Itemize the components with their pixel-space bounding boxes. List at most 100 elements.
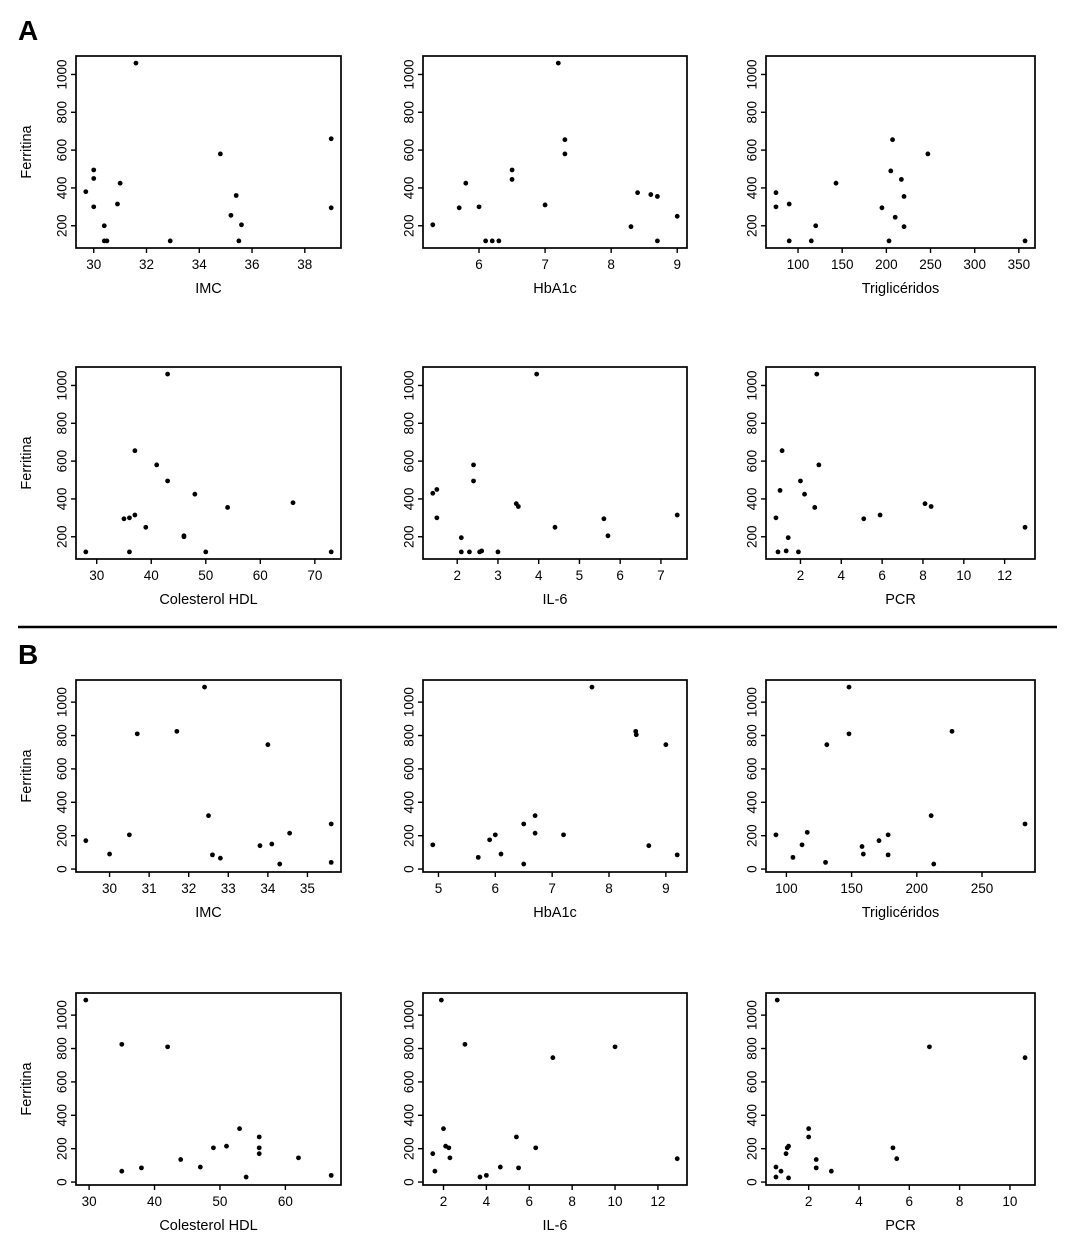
svg-text:34: 34 <box>260 881 276 896</box>
svg-text:200: 200 <box>55 525 70 548</box>
svg-text:Triglicéridos: Triglicéridos <box>862 281 940 297</box>
svg-text:0: 0 <box>402 865 417 873</box>
svg-text:0: 0 <box>402 1178 417 1186</box>
svg-text:HbA1c: HbA1c <box>533 281 577 297</box>
svg-text:400: 400 <box>745 1104 760 1127</box>
svg-text:400: 400 <box>745 488 760 511</box>
svg-text:2: 2 <box>453 568 461 583</box>
svg-text:800: 800 <box>402 724 417 747</box>
svg-text:10: 10 <box>956 568 971 583</box>
svg-text:8: 8 <box>956 1194 964 1209</box>
svg-text:200: 200 <box>875 257 898 272</box>
svg-text:60: 60 <box>253 568 268 583</box>
svg-text:6: 6 <box>475 257 483 272</box>
svg-text:IMC: IMC <box>195 905 222 921</box>
svg-text:800: 800 <box>55 1037 70 1060</box>
svg-text:200: 200 <box>745 525 760 548</box>
svg-text:1000: 1000 <box>745 1000 760 1030</box>
svg-text:600: 600 <box>55 450 70 473</box>
svg-text:1000: 1000 <box>402 59 417 89</box>
svg-text:200: 200 <box>55 214 70 237</box>
svg-text:IMC: IMC <box>195 281 222 297</box>
svg-text:10: 10 <box>608 1194 623 1209</box>
svg-text:IL-6: IL-6 <box>543 1218 568 1234</box>
svg-text:8: 8 <box>568 1194 576 1209</box>
svg-text:800: 800 <box>745 101 760 124</box>
svg-text:5: 5 <box>435 881 443 896</box>
svg-text:2: 2 <box>805 1194 813 1209</box>
svg-text:6: 6 <box>616 568 624 583</box>
svg-text:31: 31 <box>142 881 157 896</box>
svg-text:1000: 1000 <box>745 370 760 400</box>
svg-text:35: 35 <box>300 881 315 896</box>
svg-text:250: 250 <box>919 257 942 272</box>
svg-text:40: 40 <box>147 1194 162 1209</box>
svg-text:100: 100 <box>787 257 810 272</box>
svg-text:10: 10 <box>1002 1194 1017 1209</box>
svg-text:400: 400 <box>402 1104 417 1127</box>
svg-text:200: 200 <box>745 824 760 847</box>
svg-text:6: 6 <box>526 1194 534 1209</box>
svg-text:PCR: PCR <box>885 592 916 608</box>
svg-text:8: 8 <box>605 881 613 896</box>
svg-text:600: 600 <box>402 758 417 781</box>
svg-text:600: 600 <box>745 758 760 781</box>
svg-text:200: 200 <box>55 1137 70 1160</box>
svg-text:600: 600 <box>402 139 417 162</box>
svg-text:7: 7 <box>657 568 665 583</box>
svg-text:800: 800 <box>745 412 760 435</box>
svg-text:Ferritina: Ferritina <box>19 1061 35 1115</box>
svg-text:400: 400 <box>402 791 417 814</box>
svg-text:400: 400 <box>55 488 70 511</box>
svg-text:4: 4 <box>838 568 846 583</box>
svg-text:4: 4 <box>535 568 543 583</box>
svg-text:30: 30 <box>86 257 101 272</box>
svg-text:70: 70 <box>307 568 322 583</box>
svg-text:800: 800 <box>745 1037 760 1060</box>
svg-text:50: 50 <box>198 568 213 583</box>
svg-text:800: 800 <box>402 101 417 124</box>
svg-text:600: 600 <box>745 139 760 162</box>
svg-text:2: 2 <box>440 1194 448 1209</box>
svg-text:40: 40 <box>144 568 159 583</box>
svg-text:200: 200 <box>745 214 760 237</box>
svg-text:30: 30 <box>102 881 117 896</box>
svg-text:200: 200 <box>402 525 417 548</box>
svg-text:200: 200 <box>402 214 417 237</box>
svg-text:2: 2 <box>797 568 805 583</box>
svg-text:0: 0 <box>55 1178 70 1186</box>
svg-text:Ferritina: Ferritina <box>19 748 35 802</box>
svg-text:1000: 1000 <box>55 370 70 400</box>
svg-text:350: 350 <box>1008 257 1031 272</box>
svg-text:1000: 1000 <box>55 1000 70 1030</box>
svg-text:36: 36 <box>245 257 260 272</box>
svg-text:12: 12 <box>650 1194 665 1209</box>
svg-text:34: 34 <box>192 257 208 272</box>
svg-text:A: A <box>18 15 38 46</box>
svg-text:33: 33 <box>221 881 236 896</box>
svg-text:400: 400 <box>745 177 760 200</box>
svg-text:1000: 1000 <box>402 687 417 717</box>
svg-text:600: 600 <box>55 139 70 162</box>
svg-text:6: 6 <box>906 1194 914 1209</box>
svg-text:800: 800 <box>402 412 417 435</box>
svg-text:Colesterol HDL: Colesterol HDL <box>159 1218 257 1234</box>
svg-text:7: 7 <box>548 881 556 896</box>
svg-text:800: 800 <box>745 724 760 747</box>
svg-text:150: 150 <box>831 257 854 272</box>
svg-text:1000: 1000 <box>745 687 760 717</box>
svg-text:7: 7 <box>541 257 549 272</box>
svg-text:Colesterol HDL: Colesterol HDL <box>159 592 257 608</box>
svg-text:30: 30 <box>89 568 104 583</box>
svg-text:600: 600 <box>55 1071 70 1094</box>
svg-text:1000: 1000 <box>402 370 417 400</box>
svg-text:250: 250 <box>971 881 994 896</box>
svg-text:6: 6 <box>492 881 500 896</box>
svg-text:0: 0 <box>745 865 760 873</box>
svg-text:400: 400 <box>402 488 417 511</box>
svg-text:60: 60 <box>278 1194 293 1209</box>
svg-text:0: 0 <box>745 1178 760 1186</box>
svg-text:400: 400 <box>55 1104 70 1127</box>
svg-text:300: 300 <box>963 257 986 272</box>
svg-text:600: 600 <box>745 450 760 473</box>
